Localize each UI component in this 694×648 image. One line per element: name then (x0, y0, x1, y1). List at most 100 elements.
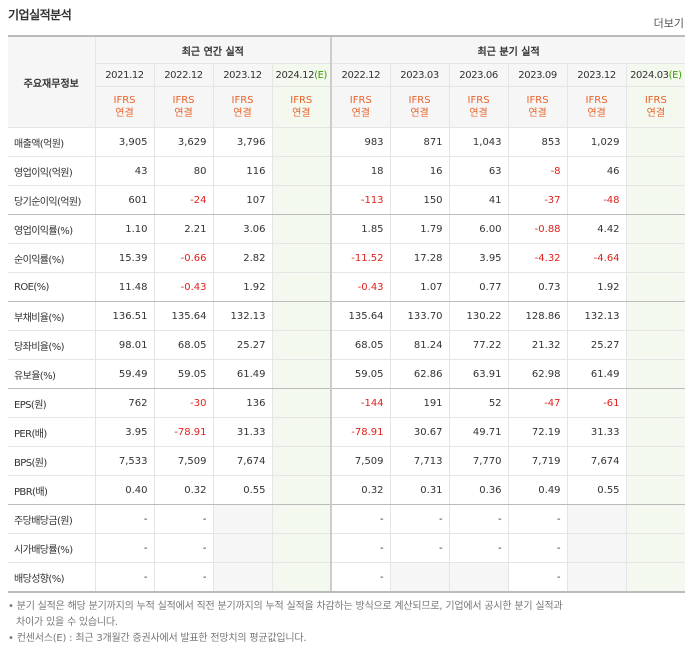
data-cell (271, 533, 332, 563)
data-cell: 72.19 (507, 417, 568, 447)
data-cell: - (507, 504, 568, 534)
data-cell: 52 (448, 388, 509, 418)
data-cell: 59.05 (153, 359, 213, 389)
data-cell (212, 504, 272, 534)
data-cell: - (507, 533, 568, 563)
data-row: 배당성향(%) - - - - (8, 562, 686, 593)
data-cell: 3,905 (94, 127, 154, 157)
data-cell: 63 (448, 156, 509, 186)
data-cell: 25.27 (566, 330, 627, 360)
data-cell: -0.43 (153, 272, 213, 302)
note-text: 컨센서스(E) : 최근 3개월간 증권사에서 발표한 전망치의 평균값입니다. (16, 633, 307, 644)
notes: • 분기 실적은 해당 분기까지의 누적 실적에서 직전 분기까지의 누적 실적… (8, 599, 568, 647)
data-cell (625, 504, 686, 534)
data-cell (625, 330, 686, 360)
data-cell: 0.31 (389, 475, 450, 505)
data-cell (271, 562, 332, 593)
row-label: 영업이익(억원) (8, 156, 95, 186)
data-cell: 1.07 (389, 272, 450, 302)
data-cell: 1.92 (566, 272, 627, 302)
data-cell (625, 156, 686, 186)
standard: IFRS (585, 95, 608, 106)
period-header: 2022.12 (330, 63, 391, 87)
data-cell: 4.42 (566, 214, 627, 244)
standard: IFRS (349, 95, 372, 106)
data-cell: - (94, 504, 154, 534)
data-cell: - (94, 562, 154, 593)
data-cell: - (507, 562, 568, 593)
data-cell: -78.91 (330, 417, 391, 447)
period-header: 2023.12 (212, 63, 272, 87)
data-cell: 136 (212, 388, 272, 418)
data-cell: 135.64 (330, 301, 391, 331)
estimate-mark: (E) (314, 69, 328, 81)
data-cell: - (153, 562, 213, 593)
data-cell: 871 (389, 127, 450, 157)
data-cell: 15.39 (94, 243, 154, 273)
data-cell: 7,674 (212, 446, 272, 476)
data-row: 순이익률(%) 15.39 -0.66 2.82 -11.52 17.28 3.95 -4.3… (8, 243, 686, 273)
basis: 연결 (292, 108, 311, 119)
data-cell: 136.51 (94, 301, 154, 331)
data-cell (271, 330, 332, 360)
data-row: EPS(원) 762 -30 136 -144 191 52 -47 -61 (8, 388, 686, 418)
standard: IFRS (290, 95, 313, 106)
data-cell: 46 (566, 156, 627, 186)
data-cell (212, 562, 272, 593)
row-label: 순이익률(%) (8, 243, 95, 273)
period-date: 2022.12 (341, 69, 381, 81)
data-cell: 135.64 (153, 301, 213, 331)
data-cell (625, 388, 686, 418)
data-cell (389, 562, 450, 593)
data-cell: 62.86 (389, 359, 450, 389)
data-cell: - (389, 504, 450, 534)
data-cell: -61 (566, 388, 627, 418)
data-cell: -4.32 (507, 243, 568, 273)
data-cell: 853 (507, 127, 568, 157)
data-cell: -37 (507, 185, 568, 215)
data-cell (271, 301, 332, 331)
data-cell (271, 214, 332, 244)
data-cell: 18 (330, 156, 391, 186)
more-link[interactable]: 더보기 (653, 17, 684, 30)
data-cell: 1.85 (330, 214, 391, 244)
data-cell: -11.52 (330, 243, 391, 273)
data-cell: 2.21 (153, 214, 213, 244)
row-label: EPS(원) (8, 388, 95, 418)
data-cell: 21.32 (507, 330, 568, 360)
data-cell: - (330, 504, 391, 534)
standard-header: IFRS 연결 (389, 86, 450, 128)
period-header: 2022.12 (153, 63, 213, 87)
data-cell (625, 214, 686, 244)
data-cell: -47 (507, 388, 568, 418)
data-cell (271, 388, 332, 418)
period-header: 2023.03 (389, 63, 450, 87)
standard-header: IFRS 연결 (625, 86, 686, 128)
row-label: 배당성향(%) (8, 562, 95, 593)
data-row: BPS(원) 7,533 7,509 7,674 7,509 7,713 7,770 7,71… (8, 446, 686, 476)
basis: 연결 (528, 108, 547, 119)
data-cell: 132.13 (212, 301, 272, 331)
data-cell (271, 272, 332, 302)
note-text: 분기 실적은 해당 분기까지의 누적 실적에서 직전 분기까지의 누적 실적을 … (16, 601, 563, 628)
data-cell: 0.77 (448, 272, 509, 302)
data-cell: 77.22 (448, 330, 509, 360)
data-cell: -30 (153, 388, 213, 418)
standard-header: IFRS 연결 (448, 86, 509, 128)
data-cell (625, 533, 686, 563)
data-cell (566, 533, 627, 563)
data-row: PBR(배) 0.40 0.32 0.55 0.32 0.31 0.36 0.49 0.55 (8, 475, 686, 505)
data-cell: -144 (330, 388, 391, 418)
data-cell: 1.79 (389, 214, 450, 244)
basis: 연결 (174, 108, 193, 119)
data-cell (271, 446, 332, 476)
period-date: 2023.09 (518, 69, 557, 81)
data-row: ROE(%) 11.48 -0.43 1.92 -0.43 1.07 0.77 0.73 1.9… (8, 272, 686, 302)
data-cell: 3.06 (212, 214, 272, 244)
data-cell (625, 185, 686, 215)
data-cell (566, 504, 627, 534)
data-cell: 0.32 (153, 475, 213, 505)
standard-header: IFRS 연결 (153, 86, 213, 128)
data-cell: 17.28 (389, 243, 450, 273)
